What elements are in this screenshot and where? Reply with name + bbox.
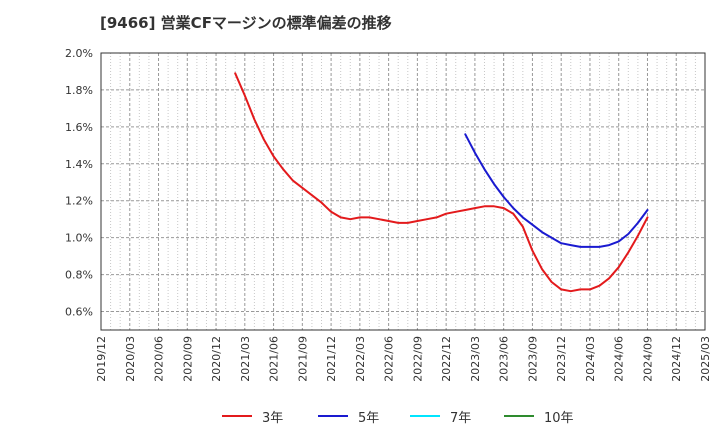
legend-item: 3年 bbox=[222, 404, 283, 428]
x-tick-label: 2024/06 bbox=[613, 336, 626, 382]
legend-item: 10年 bbox=[504, 404, 574, 428]
y-tick-label: 1.2% bbox=[65, 195, 93, 208]
y-tick-label: 1.0% bbox=[65, 232, 93, 245]
legend-item: 5年 bbox=[318, 404, 379, 428]
x-tick-label: 2020/09 bbox=[181, 336, 194, 382]
legend-item: 7年 bbox=[410, 404, 471, 428]
y-tick-label: 2.0% bbox=[65, 47, 93, 60]
plot-frame bbox=[100, 52, 706, 331]
series-layer bbox=[234, 72, 649, 293]
series-line bbox=[464, 133, 649, 248]
x-tick-label: 2022/12 bbox=[440, 336, 453, 382]
x-tick-label: 2023/09 bbox=[526, 336, 539, 382]
x-tick-label: 2022/06 bbox=[383, 336, 396, 382]
x-tick-label: 2020/03 bbox=[124, 336, 137, 382]
legend: 3年 5年 7年 10年 bbox=[0, 404, 720, 428]
x-tick-label: 2023/03 bbox=[469, 336, 482, 382]
x-tick-label: 2023/12 bbox=[555, 336, 568, 382]
x-tick-label: 2025/03 bbox=[699, 336, 712, 382]
legend-swatch bbox=[410, 415, 440, 417]
x-tick-label: 2022/03 bbox=[354, 336, 367, 382]
y-tick-label: 1.4% bbox=[65, 158, 93, 171]
x-tick-label: 2024/09 bbox=[641, 336, 654, 382]
legend-swatch bbox=[504, 415, 534, 417]
x-tick-label: 2021/09 bbox=[296, 336, 309, 382]
legend-swatch bbox=[318, 415, 348, 417]
grid-layer bbox=[101, 53, 705, 330]
y-tick-label: 0.6% bbox=[65, 306, 93, 319]
x-tick-label: 2021/06 bbox=[268, 336, 281, 382]
chart-title: [9466] 営業CFマージンの標準偏差の推移 bbox=[100, 14, 392, 32]
y-tick-label: 1.8% bbox=[65, 84, 93, 97]
x-tick-label: 2023/06 bbox=[498, 336, 511, 382]
legend-label: 10年 bbox=[544, 410, 574, 426]
y-tick-label: 0.8% bbox=[65, 269, 93, 282]
x-tick-label: 2021/03 bbox=[239, 336, 252, 382]
y-tick-label: 1.6% bbox=[65, 121, 93, 134]
x-tick-label: 2021/12 bbox=[325, 336, 338, 382]
x-tick-label: 2024/03 bbox=[584, 336, 597, 382]
x-tick-label: 2019/12 bbox=[95, 336, 108, 382]
series-line bbox=[234, 72, 649, 293]
legend-label: 5年 bbox=[358, 410, 380, 426]
legend-label: 3年 bbox=[262, 410, 284, 426]
x-tick-label: 2020/06 bbox=[153, 336, 166, 382]
legend-swatch bbox=[222, 415, 252, 417]
x-tick-label: 2024/12 bbox=[670, 336, 683, 382]
legend-label: 7年 bbox=[450, 410, 472, 426]
x-tick-label: 2022/09 bbox=[411, 336, 424, 382]
x-tick-label: 2020/12 bbox=[210, 336, 223, 382]
axes-layer: 0.6% 0.8% 1.0% 1.2% 1.4% 1.6% 1.8% 2.0% 2019/12 2… bbox=[65, 47, 712, 382]
